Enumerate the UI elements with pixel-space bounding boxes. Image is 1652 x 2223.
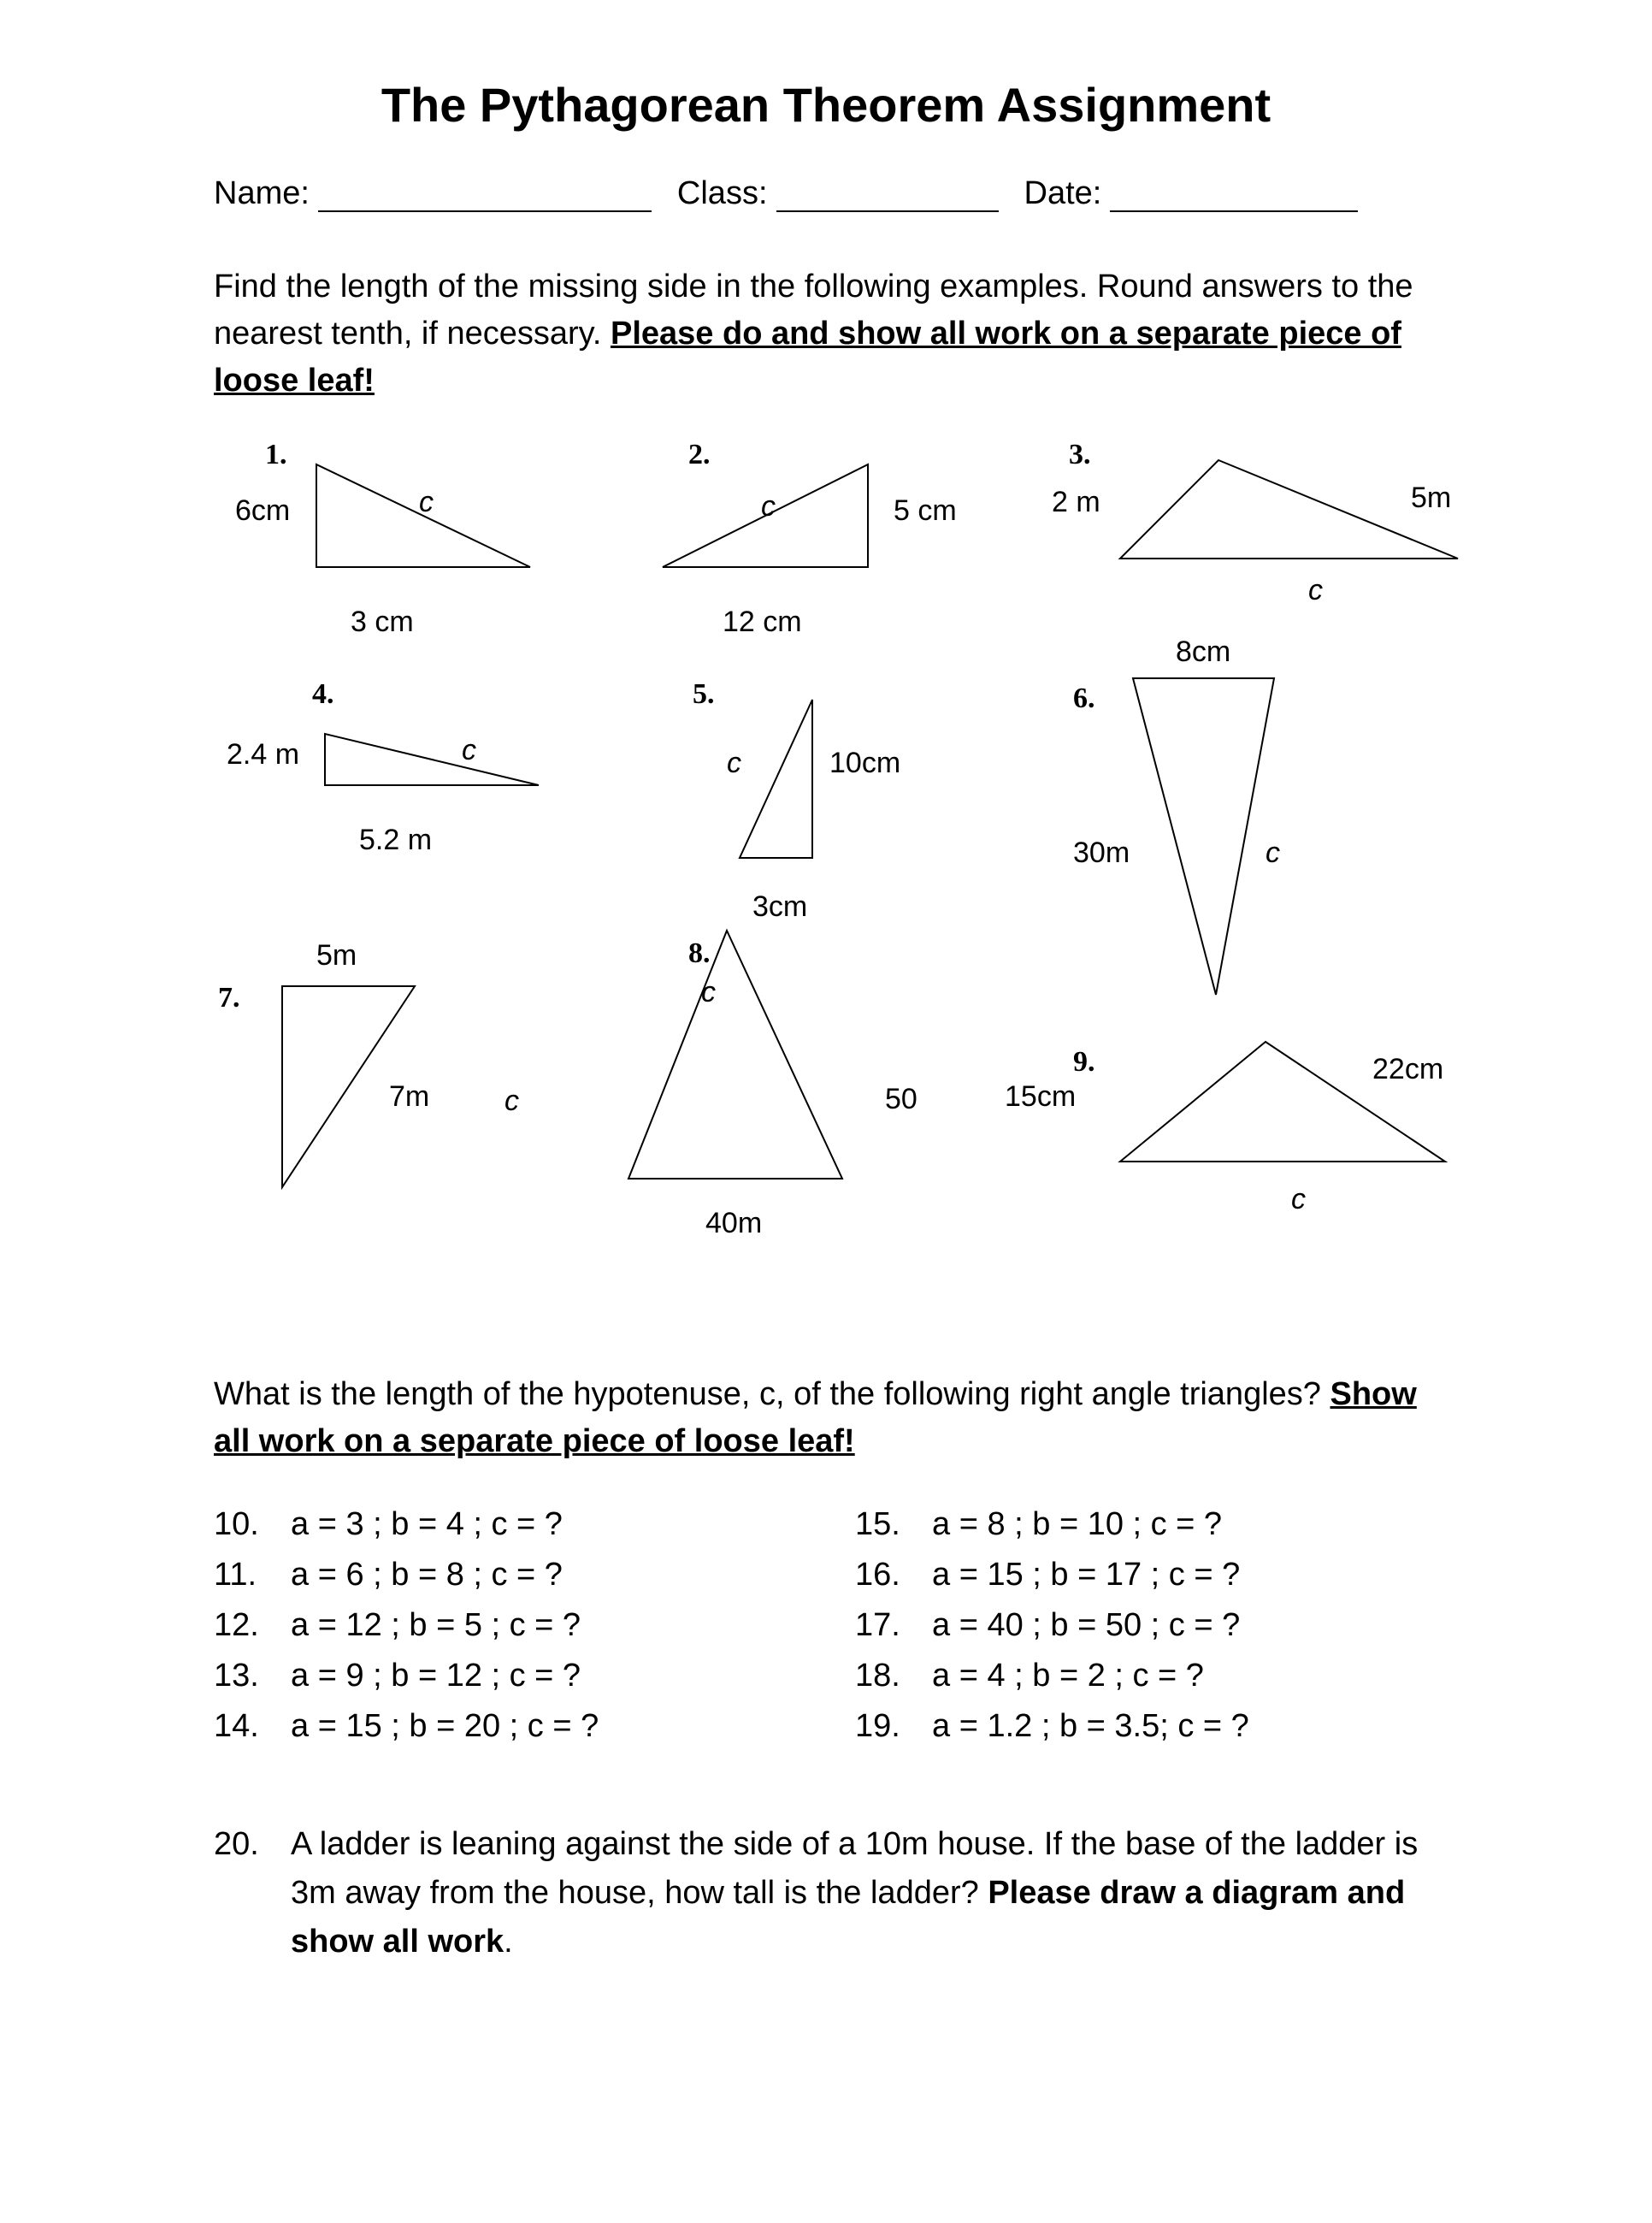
q1-bottom: 3 cm (351, 606, 414, 639)
q20-num: 20. (214, 1820, 291, 1966)
q7-top: 5m (316, 939, 357, 973)
q20-text3: . (504, 1924, 513, 1960)
date-label: Date: (1024, 175, 1102, 212)
q13-text: a = 9 ; b = 12 ; c = ? (291, 1651, 581, 1701)
q8-right: 50 (885, 1083, 917, 1116)
q6-num: 6. (1073, 683, 1095, 715)
triangle-4-svg (325, 734, 547, 802)
q13-num: 13. (214, 1651, 291, 1701)
triangle-6-svg (1133, 678, 1287, 1003)
q1-num: 1. (265, 439, 287, 471)
q5-num: 5. (693, 678, 715, 711)
diagram-grid: 1. 6cm c 3 cm 2. c 5 cm 12 cm 3. 2 m 5m (214, 439, 1438, 1345)
q18-text: a = 4 ; b = 2 ; c = ? (932, 1651, 1204, 1701)
q2-hyp: c (761, 490, 776, 523)
triangle-5-svg (740, 700, 825, 866)
q17-text: a = 40 ; b = 50 ; c = ? (932, 1600, 1240, 1651)
q7-right: 7m (389, 1080, 429, 1114)
q4-hyp: c (462, 734, 476, 767)
instructions-1: Find the length of the missing side in t… (214, 263, 1438, 405)
q11-num: 11. (214, 1550, 291, 1600)
q15-text: a = 8 ; b = 10 ; c = ? (932, 1499, 1222, 1550)
q8-bottom: 40m (705, 1207, 762, 1240)
q14-num: 14. (214, 1701, 291, 1752)
q19-text: a = 1.2 ; b = 3.5; c = ? (932, 1701, 1249, 1752)
section2-lead: What is the length of the hypotenuse, c,… (214, 1376, 1330, 1412)
q5-hyp: c (727, 747, 741, 780)
q1-left: 6cm (235, 494, 290, 528)
q5-right: 10cm (829, 747, 900, 780)
q7-hyp: c (504, 1085, 519, 1118)
q18-num: 18. (855, 1651, 932, 1701)
q3-right: 5m (1411, 482, 1451, 515)
q9-hyp: c (1291, 1183, 1306, 1216)
q16-num: 16. (855, 1550, 932, 1600)
hypotenuse-questions: 10.a = 3 ; b = 4 ; c = ? 15.a = 8 ; b = … (214, 1499, 1438, 1751)
q6-hyp: c (1266, 837, 1280, 870)
q4-bottom: 5.2 m (359, 824, 432, 857)
q8-top: 3cm (752, 890, 807, 924)
class-blank[interactable] (776, 175, 999, 212)
word-problem-20: 20. A ladder is leaning against the side… (214, 1820, 1438, 1966)
q20-body: A ladder is leaning against the side of … (291, 1820, 1438, 1966)
q19-num: 19. (855, 1701, 932, 1752)
triangle-3-svg (1120, 460, 1471, 576)
q10-text: a = 3 ; b = 4 ; c = ? (291, 1499, 563, 1550)
q9-right: 22cm (1372, 1053, 1443, 1086)
q2-bottom: 12 cm (723, 606, 802, 639)
q4-num: 4. (312, 678, 334, 711)
info-line: Name: Class: Date: (214, 175, 1438, 212)
q14-text: a = 15 ; b = 20 ; c = ? (291, 1701, 599, 1752)
name-label: Name: (214, 175, 310, 212)
q6-top: 8cm (1176, 636, 1230, 669)
date-blank[interactable] (1110, 175, 1358, 212)
q10-num: 10. (214, 1499, 291, 1550)
q17-num: 17. (855, 1600, 932, 1651)
q2-right: 5 cm (894, 494, 957, 528)
q12-num: 12. (214, 1600, 291, 1651)
q3-num: 3. (1069, 439, 1091, 471)
name-blank[interactable] (318, 175, 652, 212)
q11-text: a = 6 ; b = 8 ; c = ? (291, 1550, 563, 1600)
q16-text: a = 15 ; b = 17 ; c = ? (932, 1550, 1240, 1600)
triangle-1-svg (316, 464, 539, 580)
q3-hyp: c (1308, 574, 1323, 607)
q3-left: 2 m (1052, 486, 1100, 519)
q8-hyp: c (701, 976, 716, 1009)
q12-text: a = 12 ; b = 5 ; c = ? (291, 1600, 581, 1651)
q9-left: 15cm (1005, 1080, 1076, 1114)
q9-num: 9. (1073, 1046, 1095, 1079)
q1-hyp: c (419, 486, 434, 519)
worksheet-page: The Pythagorean Theorem Assignment Name:… (0, 0, 1652, 2223)
q15-num: 15. (855, 1499, 932, 1550)
q4-left: 2.4 m (227, 738, 299, 772)
q6-left: 30m (1073, 837, 1130, 870)
q7-num: 7. (218, 982, 240, 1014)
class-label: Class: (677, 175, 768, 212)
page-title: The Pythagorean Theorem Assignment (214, 77, 1438, 133)
instructions-2: What is the length of the hypotenuse, c,… (214, 1371, 1438, 1465)
triangle-8-svg (628, 931, 851, 1191)
